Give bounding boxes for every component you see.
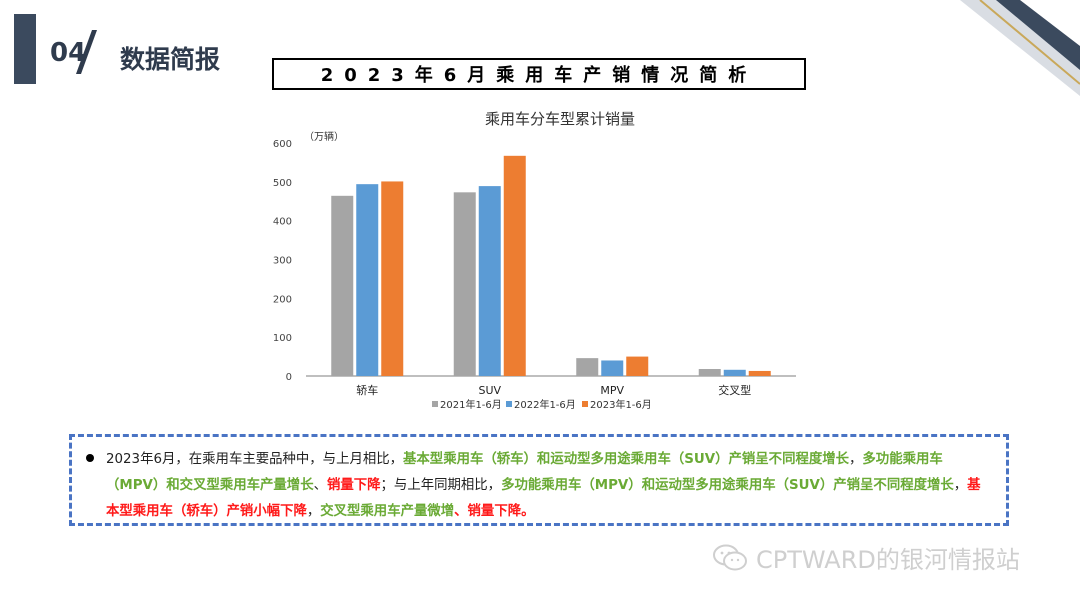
wechat-icon <box>713 544 747 570</box>
watermark: CPTWARD的银河情报站 <box>712 540 1020 575</box>
summary-run: 基本型乘用车（轿车）产销小幅下降 <box>106 478 981 519</box>
x-tick-label: MPV <box>600 384 624 397</box>
summary-run: 基本型乘用车（轿车）和运动型多用途乘用车（SUV）产销呈不同程度增长 <box>403 452 850 467</box>
x-tick-label: 轿车 <box>356 383 378 397</box>
bar <box>723 369 746 376</box>
summary-box: 2023年6月，在乘用车主要品种中，与上月相比，基本型乘用车（轿车）和运动型多用… <box>69 434 1009 526</box>
bar <box>331 195 354 376</box>
bar <box>478 186 501 376</box>
chart-title: 乘用车分车型累计销量 <box>485 110 635 128</box>
bar <box>698 369 721 376</box>
y-unit-label: （万辆） <box>304 130 344 143</box>
summary-run: ， <box>306 504 321 519</box>
y-tick-label: 400 <box>273 217 292 228</box>
legend-label: 2022年1-6月 <box>514 398 576 411</box>
y-tick-label: 600 <box>273 139 292 150</box>
bar <box>381 181 404 376</box>
summary-run: 、 <box>313 478 327 493</box>
summary-text: 2023年6月，在乘用车主要品种中，与上月相比，基本型乘用车（轿车）和运动型多用… <box>106 447 992 525</box>
x-tick-label: 交叉型 <box>718 383 751 397</box>
summary-run: 多功能乘用车（MPV）和运动型多用途乘用车（SUV）产销呈不同程度增长 <box>501 478 954 493</box>
bar <box>601 360 624 376</box>
summary-run: ， <box>849 452 863 467</box>
section-title: 数据简报 <box>120 45 221 74</box>
bar <box>748 370 771 376</box>
corner-decoration <box>960 0 1080 96</box>
bullet-icon <box>86 454 94 462</box>
headline-box: 2023年6月乘用车产销情况简析 <box>272 58 806 90</box>
summary-run: ， <box>953 478 968 493</box>
y-tick-label: 300 <box>273 256 292 267</box>
summary-run: 交叉型乘用车产量微增 <box>320 504 455 519</box>
y-tick-label: 500 <box>273 178 292 189</box>
accent-bar <box>14 14 36 84</box>
y-tick-label: 0 <box>286 372 292 383</box>
legend-label: 2023年1-6月 <box>590 398 652 411</box>
x-tick-label: SUV <box>478 384 501 397</box>
y-tick-label: 100 <box>273 333 292 344</box>
summary-run: 多功能乘用车（MPV）和交叉型乘用车产量增长 <box>106 452 943 493</box>
summary-run: 销量下降 <box>326 478 381 493</box>
summary-run: ；与上年同期相比， <box>380 478 502 493</box>
summary-run: 2023年6月，在乘用车主要品种中，与上月相比， <box>106 452 404 467</box>
bar <box>453 192 476 376</box>
bar-chart: 乘用车分车型累计销量 （万辆） 0 100 200 300 400 500 600 轿车 SUV MP… <box>273 110 796 411</box>
summary-run: 、销量下降。 <box>454 504 535 519</box>
legend-swatch <box>432 401 438 407</box>
legend-label: 2021年1-6月 <box>440 398 502 411</box>
headline: 2023年6月乘用车产销情况简析 <box>320 65 758 86</box>
bar <box>626 356 649 376</box>
y-tick-label: 200 <box>273 294 292 305</box>
watermark-text: CPTWARD的银河情报站 <box>756 546 1020 574</box>
bar <box>503 155 526 376</box>
bar <box>356 184 379 376</box>
bar <box>576 358 599 376</box>
legend-swatch <box>506 401 512 407</box>
legend-swatch <box>582 401 588 407</box>
